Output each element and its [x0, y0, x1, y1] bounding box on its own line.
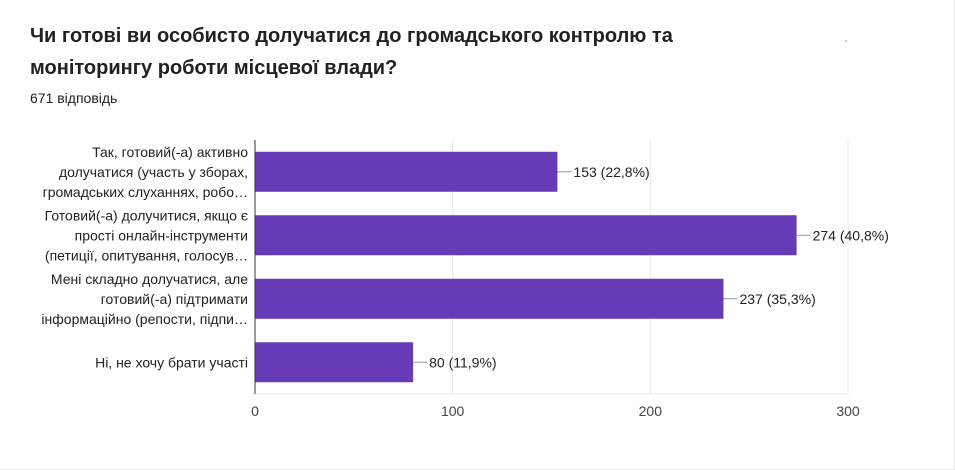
- bar: [255, 151, 558, 192]
- x-tick-label: 200: [639, 403, 663, 419]
- data-label: 274 (40,8%): [813, 227, 889, 243]
- question-title: Чи готові ви особисто долучатися до гром…: [30, 25, 673, 79]
- bar: [255, 215, 797, 256]
- x-tick-label: 300: [836, 403, 860, 419]
- data-label: 80 (11,9%): [429, 354, 496, 370]
- category-label: Так, готовий(-а) активно: [92, 144, 248, 160]
- response-count: 671 відповідь: [30, 90, 118, 106]
- category-label: Готовий(-а) долучитися, якщо є: [45, 207, 248, 223]
- category-label: Ні, не хочу брати участі: [95, 354, 248, 370]
- category-label: Мені складно долучатися, але: [51, 271, 248, 287]
- category-label: (петиції, опитування, голосув…: [45, 247, 248, 263]
- category-label: долучатися (участь у зборах,: [59, 164, 248, 180]
- data-label: 153 (22,8%): [573, 164, 649, 180]
- bar: [255, 278, 724, 319]
- x-tick-label: 0: [251, 403, 259, 419]
- category-label: інформаційно (репости, підпи…: [41, 311, 248, 327]
- category-label: готовий(-а) підтримати: [101, 291, 248, 307]
- category-label: прості онлайн-інструменти: [75, 227, 248, 243]
- data-label: 237 (35,3%): [739, 291, 815, 307]
- bar: [255, 342, 414, 383]
- menu-dot-icon: [845, 40, 847, 42]
- x-tick-label: 100: [441, 403, 465, 419]
- category-label: громадських слуханнях, робо…: [43, 184, 248, 200]
